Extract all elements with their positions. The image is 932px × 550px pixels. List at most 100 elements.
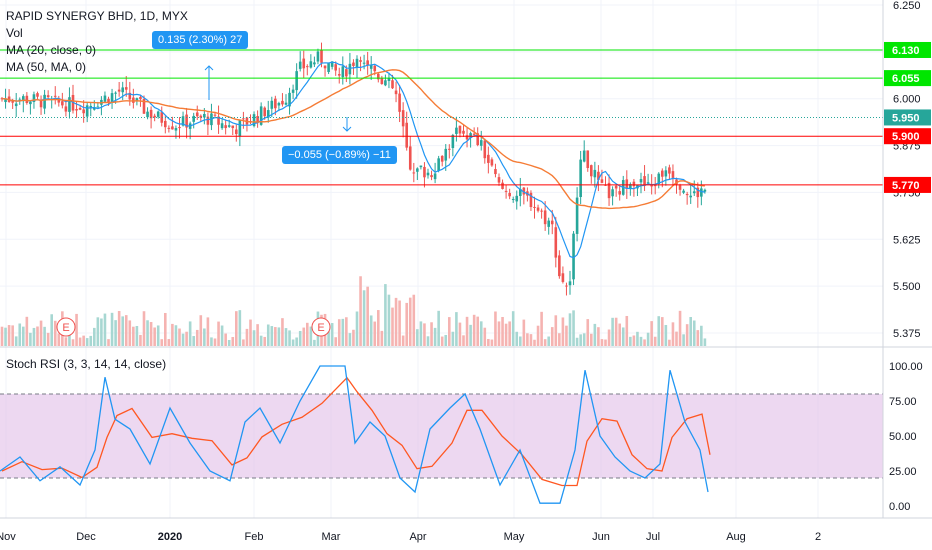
volume-bar xyxy=(582,333,586,346)
candle-body xyxy=(405,122,408,148)
candle-body xyxy=(85,105,89,117)
candle-body xyxy=(18,99,22,101)
volume-bar xyxy=(4,327,7,346)
volume-bar xyxy=(117,310,121,346)
candle-body xyxy=(366,60,369,66)
rsi-band xyxy=(0,394,883,478)
volume-bar xyxy=(621,327,625,346)
ma50-indicator-label[interactable]: MA (50, MA, 0) xyxy=(6,60,87,74)
volume-bar xyxy=(611,317,614,346)
volume-bar xyxy=(146,320,149,346)
volume-bar xyxy=(68,325,71,346)
volume-bar xyxy=(327,331,330,346)
volume-bar xyxy=(139,334,142,346)
candle-body xyxy=(369,64,373,69)
volume-bar xyxy=(359,276,362,346)
candle-body xyxy=(270,100,274,109)
volume-bar xyxy=(607,329,611,346)
volume-bar xyxy=(451,331,455,346)
volume-bar xyxy=(39,320,43,346)
time-tick-label: Mar xyxy=(322,531,341,543)
price-axis-badge-bg xyxy=(884,128,931,145)
time-tick-label: Nov xyxy=(0,531,16,543)
candle-body xyxy=(43,94,46,109)
volume-bar xyxy=(156,325,160,346)
candle-body xyxy=(334,64,337,71)
price-tick-label: 5.625 xyxy=(893,234,921,246)
candle-body xyxy=(238,120,242,137)
volume-bar xyxy=(18,323,22,346)
vol-indicator-label[interactable]: Vol xyxy=(6,26,23,40)
volume-bar xyxy=(547,336,550,346)
candle-body xyxy=(252,114,256,127)
candle-body xyxy=(181,116,185,126)
volume-bar xyxy=(561,317,565,346)
volume-bar xyxy=(213,338,217,346)
candle-body xyxy=(359,60,362,62)
candle-body xyxy=(657,173,661,185)
volume-bar xyxy=(337,319,341,346)
volume-bar xyxy=(302,327,306,346)
candle-body xyxy=(572,233,575,280)
ma20-indicator-label[interactable]: MA (20, close, 0) xyxy=(6,43,97,57)
candle-body xyxy=(597,171,600,180)
volume-bar xyxy=(195,329,199,346)
volume-bar xyxy=(185,331,188,346)
price-axis-badge-label: 6.130 xyxy=(892,45,920,57)
candle-body xyxy=(362,62,366,64)
volume-bar xyxy=(664,324,668,346)
ma20-line xyxy=(1,61,706,259)
time-tick-label: Aug xyxy=(726,531,746,543)
time-tick-label: Jun xyxy=(592,531,610,543)
candle-body xyxy=(568,281,572,286)
candle-body xyxy=(206,116,210,125)
symbol-title[interactable]: RAPID SYNERGY BHD, 1D, MYX xyxy=(6,9,188,23)
candle-body xyxy=(643,176,646,186)
candle-body xyxy=(593,169,597,178)
candle-body xyxy=(117,89,121,92)
volume-bar xyxy=(487,338,490,346)
volume-bar xyxy=(0,326,4,346)
volume-bar xyxy=(497,321,501,346)
time-tick-label: 2 xyxy=(815,531,821,543)
volume-bar xyxy=(281,318,284,346)
candle-body xyxy=(430,175,433,178)
volume-bar xyxy=(135,325,139,346)
candle-body xyxy=(178,127,181,129)
volume-bar xyxy=(341,318,345,346)
volume-bar xyxy=(22,326,25,346)
volume-bar xyxy=(586,319,590,346)
rsi-tick-label: 0.00 xyxy=(889,501,910,513)
price-tick-label: 5.375 xyxy=(893,328,921,340)
candle-body xyxy=(401,110,405,127)
candle-body xyxy=(171,126,174,130)
candle-body xyxy=(352,62,355,66)
volume-bar xyxy=(242,339,245,346)
candle-body xyxy=(543,210,547,225)
candle-body xyxy=(39,100,43,108)
volume-bar xyxy=(352,329,355,346)
candle-body xyxy=(68,97,71,112)
candle-body xyxy=(46,95,50,98)
candle-body xyxy=(550,220,554,225)
volume-bar xyxy=(565,325,568,346)
candle-body xyxy=(558,255,561,277)
volume-bar xyxy=(696,330,700,346)
earnings-marker xyxy=(56,317,76,337)
candle-body xyxy=(114,92,117,94)
stoch-rsi-label[interactable]: Stoch RSI (3, 3, 14, 14, close) xyxy=(6,357,167,371)
candle-body xyxy=(185,114,188,128)
volume-bar xyxy=(423,323,426,346)
candle-body xyxy=(139,96,142,100)
candle-body xyxy=(394,90,398,95)
volume-bar xyxy=(298,330,302,346)
candle-body xyxy=(345,69,348,77)
volume-bar xyxy=(153,327,156,346)
candle-body xyxy=(96,106,100,108)
volume-bar xyxy=(57,333,61,346)
candle-body xyxy=(174,128,178,131)
rsi-tick-label: 100.00 xyxy=(889,361,923,373)
price-tick-label: 5.500 xyxy=(893,281,921,293)
volume-bar xyxy=(671,322,675,346)
